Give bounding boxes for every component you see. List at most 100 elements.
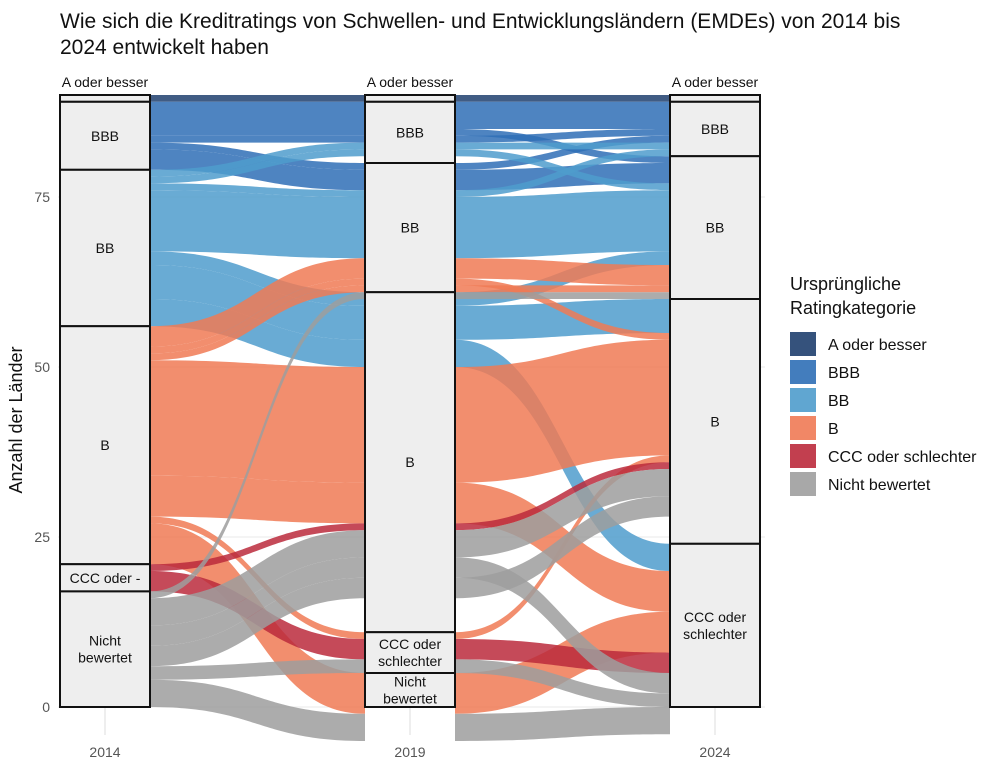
flow-b-2014-2019 [150, 475, 365, 524]
stratum-2019-nicht-bewertet [364, 672, 456, 708]
legend-label-a-oder-besser: A oder besser [828, 337, 927, 354]
stratum-label-2019-bb-line-1: BB [401, 220, 420, 236]
flow-b-2019-2024 [455, 285, 670, 293]
legend-swatch-a-oder-besser [790, 332, 816, 356]
chart-title-line-1: Wie sich die Kreditratings von Schwellen… [60, 10, 900, 33]
stratum-label-2019-nicht-bewertet-line-2: bewertet [383, 691, 437, 707]
flow-bbb-2019-2024 [455, 101, 670, 129]
stratum-label-2019-a-oder-besser: A oder besser [367, 74, 454, 90]
y-tick-label-0: 0 [42, 699, 50, 715]
legend-title-line-1: Ursprüngliche [790, 274, 901, 294]
stratum-2024-bb [669, 155, 761, 300]
flow-bb-2019-2024 [455, 142, 670, 150]
legend-label-bb: BB [828, 393, 849, 410]
stratum-label-2014-nicht-bewertet-line-1: Nicht [89, 633, 121, 649]
flow-b-2019-2024 [455, 339, 670, 483]
flow-bbb-2014-2019 [150, 135, 365, 143]
stratum-2019-ccc-oder-schlechter [364, 631, 456, 675]
x-tick-label-2019: 2019 [394, 744, 425, 760]
flow-nicht-bewertet-2014-2019 [150, 557, 365, 646]
flow-a-oder-besser-2019-2024 [455, 95, 670, 102]
flow-nicht-bewertet-2019-2024 [455, 496, 670, 599]
legend: Ursprüngliche Ratingkategorie A oder bes… [790, 274, 977, 496]
stratum-label-2014-a-oder-besser: A oder besser [62, 74, 149, 90]
stratum-2024-bbb [669, 100, 761, 158]
stratum-2014-b [59, 325, 151, 566]
legend-label-ccc-oder-schlechter: CCC oder schlechter [828, 449, 977, 466]
flow-ribbons [150, 95, 670, 741]
legend-swatch-ccc-oder-schlechter [790, 444, 816, 468]
stratum-label-2024-a-oder-besser: A oder besser [672, 74, 759, 90]
flow-bb-2019-2024 [455, 149, 670, 191]
flow-b-2014-2019 [150, 258, 365, 347]
flow-b-2014-2019 [150, 285, 365, 361]
flow-nicht-bewertet-2014-2019 [150, 679, 365, 741]
flow-nicht-bewertet-2019-2024 [455, 557, 670, 694]
legend-label-bbb: BBB [828, 365, 860, 382]
stratum-2024-a-oder-besser [669, 94, 761, 103]
stratum-2014-bbb [59, 100, 151, 171]
legend-swatch-bb [790, 388, 816, 412]
flow-nicht-bewertet-2014-2019 [150, 292, 365, 599]
flow-nicht-bewertet-2019-2024 [455, 707, 670, 741]
stratum-label-2014-b-line-1: B [100, 437, 109, 453]
stratum-label-2024-b-line-1: B [710, 413, 719, 429]
x-tick-label-2014: 2014 [89, 744, 120, 760]
flow-b-2019-2024 [455, 278, 670, 340]
flow-bb-2014-2019 [150, 183, 365, 197]
stratum-2014-nicht-bewertet [59, 590, 151, 709]
stratum-label-2014-nicht-bewertet-line-2: bewertet [78, 650, 132, 666]
flow-bb-2014-2019 [150, 299, 365, 367]
legend-swatch-bbb [790, 360, 816, 384]
stratum-label-2024-bbb-line-1: BBB [701, 121, 729, 137]
stratum-label-2024-ccc-oder-schlechter-line-1: CCC oder [684, 609, 747, 625]
stratum-label-2019-ccc-oder-schlechter-line-2: schlechter [378, 653, 442, 669]
stratum-label-2014-bbb-line-1: BBB [91, 128, 119, 144]
stratum-label-2024-bb-line-1: BB [706, 220, 725, 236]
y-tick-label-50: 50 [34, 359, 50, 375]
legend-swatch-nicht-bewertet [790, 472, 816, 496]
flow-bb-2014-2019 [150, 142, 365, 177]
y-axis: 0 25 50 75 [34, 189, 50, 715]
stratum-2024-ccc-oder-schlechter [669, 542, 761, 708]
flow-bbb-2019-2024 [455, 129, 670, 143]
flow-bbb-2014-2019 [150, 129, 365, 136]
y-tick-label-75: 75 [34, 189, 50, 205]
legend-label-b: B [828, 421, 839, 438]
y-axis-label: Anzahl der Länder [6, 346, 26, 493]
x-tick-label-2024: 2024 [699, 744, 730, 760]
flow-nicht-bewertet-2014-2019 [150, 530, 365, 626]
stratum-label-2014-ccc-oder-schlechter-line-1: CCC oder - [70, 570, 141, 586]
stratum-label-2019-bbb-line-1: BBB [396, 124, 424, 140]
flow-nicht-bewertet-2014-2019 [150, 577, 365, 667]
flow-bb-2014-2019 [150, 149, 365, 184]
stratum-2019-a-oder-besser [364, 94, 456, 103]
legend-swatch-b [790, 416, 816, 440]
flow-b-2019-2024 [455, 258, 670, 286]
flow-nicht-bewertet-2019-2024 [455, 659, 670, 707]
flow-ccc-oder-schlechter-2014-2019 [150, 523, 365, 571]
chart-title: Wie sich die Kreditratings von Schwellen… [60, 10, 900, 59]
flow-nicht-bewertet-2014-2019 [150, 659, 365, 680]
stratum-2014-bb [59, 168, 151, 328]
stratum-label-2019-nicht-bewertet-line-1: Nicht [394, 674, 426, 690]
flow-nicht-bewertet-2019-2024 [455, 469, 670, 558]
stratum-2024-b [669, 298, 761, 545]
legend-label-nicht-bewertet: Nicht bewertet [828, 477, 931, 494]
stratum-label-2024-ccc-oder-schlechter-line-2: schlechter [683, 626, 747, 642]
stratum-2019-bb [364, 162, 456, 294]
chart-title-line-2: 2024 entwickelt haben [60, 36, 269, 59]
flow-bbb-2014-2019 [150, 101, 365, 129]
flow-nicht-bewertet-2019-2024 [455, 292, 670, 299]
flow-a-oder-besser-2014-2019 [150, 95, 365, 102]
stratum-2019-b [364, 291, 456, 634]
flow-b-2014-2019 [150, 278, 365, 354]
legend-title-line-2: Ratingkategorie [790, 298, 916, 318]
y-tick-label-25: 25 [34, 529, 50, 545]
stratum-2014-a-oder-besser [59, 94, 151, 103]
stratum-label-2014-bb-line-1: BB [96, 240, 115, 256]
x-axis: 2014 2019 2024 [89, 744, 730, 760]
flow-b-2014-2019 [150, 360, 365, 483]
